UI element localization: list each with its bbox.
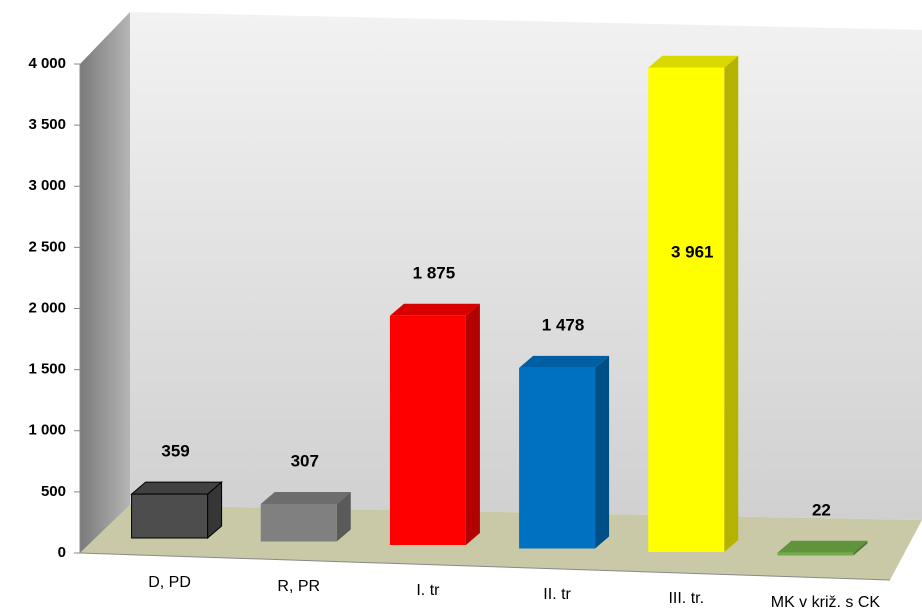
y-tick-label: 1 500 (28, 361, 66, 378)
bar-top (130, 481, 223, 495)
bar (131, 493, 209, 539)
y-tick-label: 0 (58, 544, 66, 561)
bar-side (595, 355, 610, 549)
bar-top (777, 540, 868, 553)
value-label: 3 961 (671, 242, 714, 261)
value-label: 1 478 (542, 315, 585, 334)
bar-top (648, 55, 739, 68)
y-tick-label: 3 000 (28, 177, 66, 194)
x-tick-label: D, PD (148, 574, 191, 591)
bar-top (260, 491, 351, 504)
x-tick-label: R, PR (277, 578, 320, 595)
value-label: 359 (161, 442, 189, 461)
x-axis (79, 552, 891, 581)
value-label: 307 (291, 451, 319, 470)
y-tick-label: 2 500 (28, 238, 66, 255)
x-tick-label: I. tr (416, 582, 440, 599)
bar (648, 67, 725, 552)
bar-top (519, 355, 610, 368)
y-tick-label: 1 000 (28, 422, 66, 439)
side-wall (80, 12, 130, 553)
bar-side (853, 540, 868, 556)
x-tick-label: II. tr (543, 586, 571, 603)
bar (260, 503, 337, 542)
y-tick-label: 500 (41, 483, 66, 500)
value-label: 1 875 (413, 263, 456, 282)
y-tick-label: 4 000 (28, 55, 66, 72)
value-label: 22 (812, 500, 831, 519)
x-tick-label: III. tr. (668, 590, 704, 607)
bar-side (336, 491, 351, 542)
bar (777, 552, 854, 556)
x-tick-label: MK v križ. s CK (771, 594, 881, 611)
y-tick-label: 2 000 (28, 299, 66, 316)
bar-top (389, 303, 480, 316)
bar (519, 367, 596, 549)
bar-side (465, 303, 480, 545)
y-tick-label: 3 500 (28, 116, 66, 133)
bar-side (724, 55, 739, 552)
bar (389, 315, 466, 545)
